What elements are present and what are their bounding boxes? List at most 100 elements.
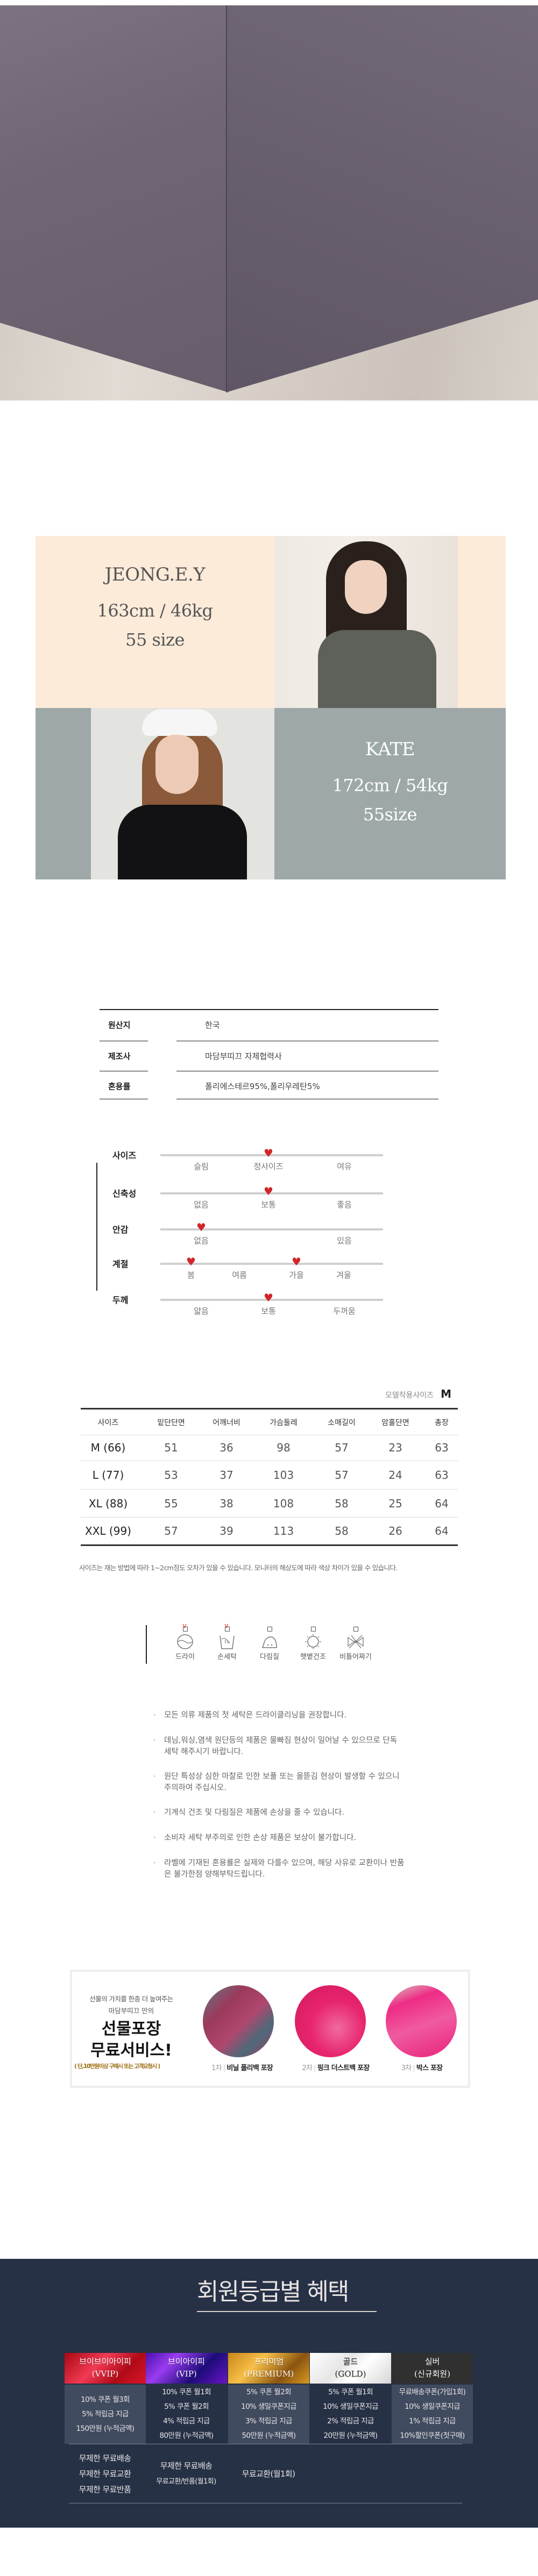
tier-header: 프리미엄 (PREMIUM)	[228, 2353, 309, 2384]
product-detail-photo	[0, 5, 538, 400]
model-stats: 163cm / 46kg	[97, 600, 213, 621]
fit-guide-divider	[96, 1163, 97, 1291]
fit-option-label: 정사이즈	[253, 1162, 284, 1171]
heart-icon: ♥	[264, 1291, 273, 1304]
model-size-caption-label: 모델착용사이즈	[385, 1391, 434, 1400]
tier-header: 브이아이피 (VIP)	[146, 2353, 227, 2384]
fit-title: 신축성	[112, 1189, 137, 1199]
gift-subtitle: 선물의 가치를 한층 더 높여주는	[89, 1995, 173, 2003]
tier-extras: 무제한 무료배송 무제한 무료교환 무제한 무료반품	[59, 2446, 151, 2502]
benefit-line: 5% 쿠폰 월2회	[164, 2402, 209, 2411]
fit-option-label: 있음	[337, 1236, 352, 1246]
measurement-value: 113	[273, 1525, 294, 1537]
tier-name: 골드	[343, 2357, 358, 2366]
care-note: 기계식 건조 및 다림질은 제품에 손상을 줄 수 있습니다.	[153, 1807, 406, 1819]
info-label: 혼용률	[108, 1082, 131, 1091]
benefit-line: 5% 적립금 지급	[82, 2409, 129, 2418]
measurement-value: 58	[335, 1525, 349, 1537]
checkbox-icon: V	[182, 1624, 188, 1632]
gift-option-label: 비닐 폴리백 포장	[226, 2064, 273, 2072]
measurement-value: 63	[435, 1469, 449, 1482]
tier-name-en: (신규회원)	[414, 2369, 450, 2379]
care-note: 모든 의류 제품의 첫 세탁은 드라이클리닝을 권장합니다.	[153, 1710, 406, 1721]
benefit-line: 10% 생일쿠폰지급	[405, 2402, 460, 2411]
info-label: 원산지	[108, 1020, 131, 1030]
care-note: 데님,워싱,염색 원단등의 제품은 물빠짐 현상이 일어날 수 있으므로 단독 …	[153, 1735, 406, 1758]
checkbox-icon	[267, 1627, 272, 1632]
care-item-sun-dry: 햇볕건조	[294, 1627, 332, 1661]
membership-benefits: 회원등급별 혜택 브이브이아이피 (VVIP) 10% 쿠폰 월3회 5% 적립금 지…	[0, 2259, 538, 2528]
separator: |	[413, 2064, 415, 2072]
measurement-value: 57	[335, 1441, 349, 1454]
gift-option-label: 박스 포장	[416, 2064, 443, 2072]
gift-option-step: 2차	[302, 2064, 313, 2072]
gift-wrap-banner: 선물의 가치를 한층 더 높여주는 마담부띠끄 만의 선물포장 무료서비스! (…	[70, 1970, 470, 2088]
benefit-line: 150만원 (누적금액)	[76, 2424, 135, 2433]
measurement-value: 37	[220, 1469, 233, 1482]
model-top	[318, 630, 436, 708]
tier-name-en: (VIP)	[176, 2369, 197, 2379]
box-photo	[386, 1985, 457, 2057]
fit-option-label: 없음	[194, 1236, 209, 1246]
gift-option-step: 1차	[211, 2064, 222, 2072]
sun-dry-icon	[294, 1634, 332, 1650]
gift-option-caption: 2차 | 핑크 더스트백 포장	[302, 2062, 370, 2072]
care-item-no-wring: 비틀어짜기	[337, 1627, 374, 1661]
model-size-caption: 모델착용사이즈 M	[385, 1387, 451, 1400]
measurement-value: 57	[164, 1525, 178, 1537]
care-label: 햇볕건조	[300, 1653, 326, 1661]
care-label: 다림질	[260, 1653, 279, 1661]
care-item-dry-clean: V 드라이	[166, 1624, 204, 1662]
extra-benefit-line: 무료교환(월1회)	[242, 2468, 295, 2479]
model-size: 55 size	[125, 629, 185, 650]
gift-subtitle: 마담부띠끄 만의	[108, 2007, 154, 2015]
measurement-value: 64	[435, 1497, 449, 1510]
tier-name: 프리미엄	[253, 2357, 284, 2366]
measurement-value: 57	[335, 1469, 349, 1482]
measurement-value: 63	[435, 1441, 449, 1454]
checkbox-icon	[353, 1627, 358, 1632]
model-size: 55size	[363, 804, 417, 825]
tier-benefits: 무료배송쿠폰(가입1회) 10% 생일쿠폰지급 1% 적립금 지급 10%할인쿠폰(첫…	[392, 2385, 473, 2444]
care-divider	[146, 1625, 147, 1664]
polybag-photo	[203, 1985, 274, 2057]
benefit-line: 50만원 (누적금액)	[242, 2431, 296, 2440]
care-label: 드라이	[175, 1653, 195, 1661]
model-face	[155, 735, 199, 794]
fit-track	[160, 1299, 383, 1301]
info-value: 한국	[205, 1020, 220, 1030]
benefit-line: 20만원 (누적금액)	[323, 2431, 378, 2440]
tier-name: 실버	[424, 2357, 440, 2366]
care-item-hand-wash: V 손세탁	[208, 1624, 246, 1662]
benefit-line: 10% 쿠폰 월3회	[81, 2395, 130, 2404]
model-stats: 172cm / 54kg	[332, 775, 448, 796]
measurement-value: 51	[164, 1441, 178, 1454]
benefit-line: 10% 쿠폰 월1회	[162, 2388, 211, 2396]
model-jacket	[118, 805, 247, 879]
column-header: 사이즈	[97, 1419, 119, 1427]
measurement-value: 98	[277, 1441, 291, 1454]
no-wring-icon	[337, 1634, 374, 1650]
benefit-line: 1% 적립금 지급	[409, 2417, 456, 2425]
fit-track	[160, 1154, 383, 1156]
fit-option-label: 보통	[261, 1306, 276, 1316]
gift-condition: ( 단,10만원이상 구매시 또는 고객요청시 )	[74, 2063, 160, 2070]
heart-icon: ♥	[196, 1221, 206, 1234]
benefit-line: 5% 쿠폰 월2회	[246, 2388, 291, 2396]
fit-track	[160, 1192, 383, 1194]
fit-title: 계절	[112, 1259, 129, 1269]
extra-benefit-line: 무제한 무료반품	[79, 2484, 131, 2494]
fit-option-label: 여름	[232, 1270, 247, 1280]
measurement-value: 55	[164, 1497, 178, 1510]
extra-benefit-line: 무료교환/반품(월1회)	[156, 2478, 216, 2486]
extra-benefit-line: 무제한 무료배송	[79, 2453, 131, 2463]
fit-option-label: 슬림	[194, 1162, 209, 1171]
gift-text: 선물의 가치를 한층 더 높여주는 마담부띠끄 만의 선물포장 무료서비스!	[72, 1972, 190, 2062]
tier-extras: 무료교환(월1회)	[223, 2446, 314, 2502]
model-size-caption-value: M	[441, 1387, 451, 1400]
benefit-line: 10% 생일쿠폰지급	[323, 2402, 378, 2411]
tier-extras: 무제한 무료배송 무료교환/반품(월1회)	[140, 2446, 232, 2502]
measurement-value: 58	[335, 1497, 349, 1510]
measurement-value: 108	[273, 1497, 294, 1510]
model-info: JEONG.E.Y 163cm / 46kg 55 size	[36, 564, 274, 654]
